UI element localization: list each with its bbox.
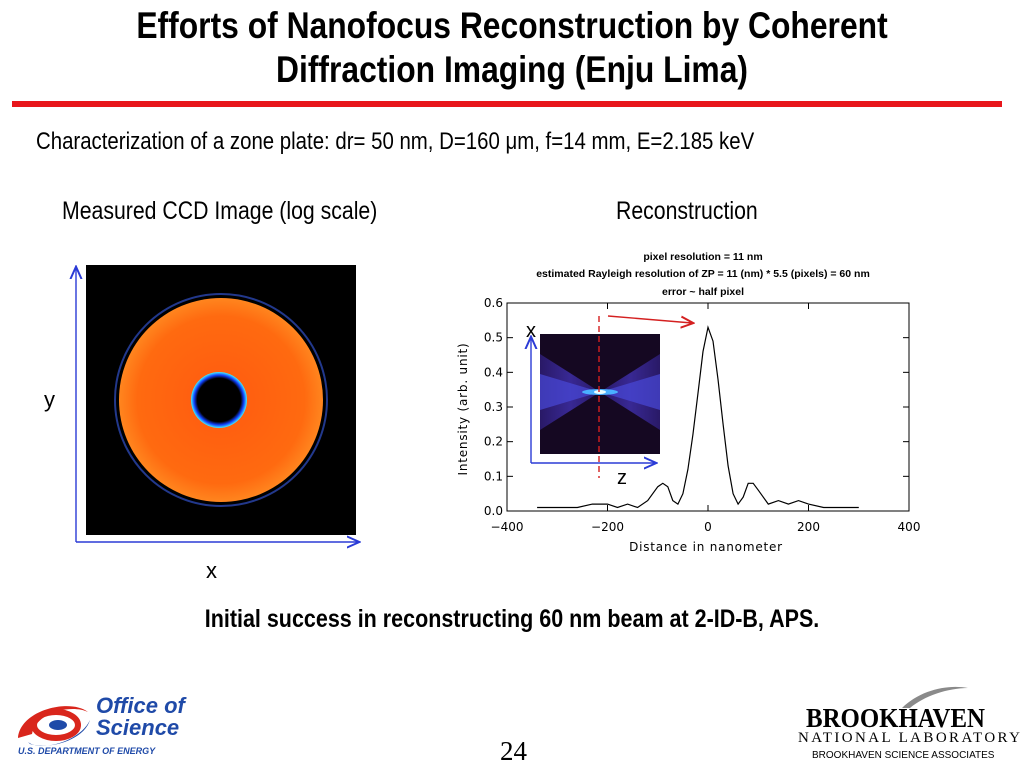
slide-title-line1: Efforts of Nanofocus Reconstruction by C… (136, 5, 888, 46)
x-tick-label: 0 (704, 520, 712, 534)
y-tick-label: 0.1 (484, 469, 503, 483)
ccd-y-label: y (44, 387, 55, 412)
annotation-arrow (607, 315, 692, 323)
annotation-line-2: estimated Rayleigh resolution of ZP = 11… (536, 268, 870, 280)
doe-text: U.S. DEPARTMENT OF ENERGY (18, 746, 156, 756)
x-tick-label: −400 (491, 520, 524, 534)
annotation-line-3: error ~ half pixel (662, 286, 744, 298)
x-ticks: −400 −200 0 200 400 (491, 303, 921, 534)
slide-title-line2: Diffraction Imaging (Enju Lima) (275, 49, 749, 90)
y-tick-label: 0.2 (484, 435, 503, 449)
x-tick-label: 400 (898, 520, 921, 534)
office-line-1: Office of (96, 693, 185, 718)
annotation-line-1: pixel resolution = 11 nm (643, 251, 762, 263)
ccd-caption: Measured CCD Image (log scale) (62, 197, 378, 225)
page-number: 24 (500, 736, 527, 766)
slide-title: Efforts of Nanofocus Reconstruction by C… (72, 4, 953, 92)
plot-x-label: Distance in nanometer (629, 540, 783, 554)
brookhaven-associates-text: BROOKHAVEN SCIENCE ASSOCIATES (812, 750, 995, 761)
brookhaven-lab-text: NATIONAL LABORATORY (798, 730, 1023, 746)
brookhaven-name: BROOKHAVEN (806, 703, 985, 733)
inset-x-label: x (526, 320, 536, 342)
y-tick-label: 0.4 (484, 365, 503, 379)
office-line-2: Science (96, 715, 180, 740)
ccd-image (86, 265, 356, 535)
conclusion-text: Initial success in reconstructing 60 nm … (204, 605, 820, 633)
slide-subtitle: Characterization of a zone plate: dr= 50… (36, 128, 755, 155)
y-tick-label: 0.5 (484, 331, 503, 345)
ccd-x-label: x (206, 558, 217, 583)
office-of-science-logo (18, 706, 90, 746)
y-tick-label: 0.6 (484, 296, 503, 310)
reconstruction-caption: Reconstruction (616, 197, 758, 225)
swirl-icon (18, 706, 90, 746)
inset-z-label: z (617, 467, 627, 489)
ccd-outer-halo (114, 293, 328, 507)
x-tick-label: 200 (797, 520, 820, 534)
y-tick-label: 0.0 (484, 504, 503, 518)
x-tick-label: −200 (591, 520, 624, 534)
intensity-profile-line (537, 325, 859, 509)
office-of-science-text: Office of Science (96, 695, 185, 739)
plot-y-label: Intensity (arb. unit) (456, 343, 470, 476)
y-ticks: 0.0 0.1 0.2 0.3 0.4 0.5 0.6 (484, 296, 909, 518)
ccd-inner-ring (191, 372, 247, 428)
brookhaven-swoosh-icon (902, 686, 968, 708)
y-tick-label: 0.3 (484, 400, 503, 414)
title-divider (12, 101, 1002, 107)
reconstruction-inset (540, 316, 660, 478)
reconstruction-annotation: pixel resolution = 11 nm estimated Rayle… (536, 251, 870, 298)
